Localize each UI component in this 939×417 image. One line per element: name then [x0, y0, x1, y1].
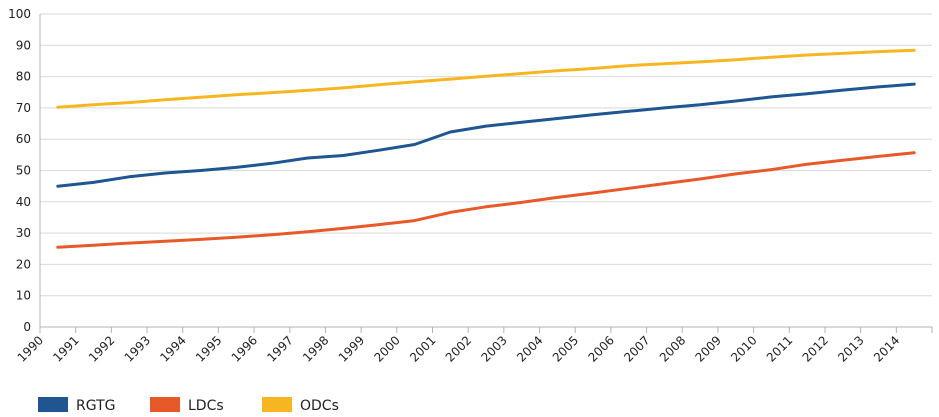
legend-label-odcs: ODCs	[300, 398, 339, 414]
x-tick-label: 2001	[407, 333, 438, 364]
x-tick-label: 2000	[371, 333, 402, 364]
x-tick-label: 2004	[514, 333, 545, 364]
series-line-ldcs	[56, 151, 916, 249]
legend-swatch-odcs	[262, 397, 292, 412]
y-tick-label: 90	[16, 38, 31, 52]
x-tick-label: 2002	[443, 333, 474, 364]
x-tick-label: 2007	[621, 333, 652, 364]
y-tick-label: 70	[16, 101, 31, 115]
legend-label-rgtg: RGTG	[76, 398, 115, 414]
x-tick-label: 2014	[871, 333, 902, 364]
series-lines	[56, 48, 916, 249]
x-tick-label: 1991	[50, 333, 81, 364]
x-tick-label: 1999	[336, 333, 367, 364]
y-tick-label: 50	[16, 164, 31, 178]
y-tick-label: 80	[16, 70, 31, 84]
x-tick-label: 1995	[193, 333, 224, 364]
x-tick-label: 1993	[122, 333, 153, 364]
legend-swatch-rgtg	[38, 397, 68, 412]
y-tick-label: 30	[16, 226, 31, 240]
x-tick-label: 1996	[229, 333, 260, 364]
x-tick-label: 2011	[764, 333, 795, 364]
legend-label-ldcs: LDCs	[188, 398, 224, 414]
series-line-odcs	[56, 48, 916, 109]
x-tick-label: 2013	[835, 333, 866, 364]
y-tick-label: 20	[16, 257, 31, 271]
x-tick-label: 2009	[693, 333, 724, 364]
x-tick-label: 2008	[657, 333, 688, 364]
y-tick-labels: 0 10 20 30 40 50 60 70 80 90 100	[8, 7, 31, 334]
y-tick-label: 100	[8, 7, 31, 21]
x-tick-label: 1994	[157, 333, 188, 364]
x-tick-label: 2006	[586, 333, 617, 364]
x-tick-labels: 1990 1991 1992 1993 1994 1995 1996 1997 1998 1999…	[15, 333, 903, 364]
legend: RGTG LDCs ODCs	[38, 397, 339, 414]
x-tick-label: 2003	[478, 333, 509, 364]
y-tick-label: 60	[16, 132, 31, 146]
grid-lines	[40, 13, 932, 297]
series-line-rgtg	[56, 82, 916, 188]
x-tick-label: 1998	[300, 333, 331, 364]
x-tick-label: 2010	[728, 333, 759, 364]
y-tick-label: 10	[16, 289, 31, 303]
y-tick-label: 40	[16, 195, 31, 209]
x-tick-label: 2005	[550, 333, 581, 364]
axes	[39, 14, 933, 333]
x-tick-label: 1990	[15, 333, 46, 364]
x-tick-label: 2012	[800, 333, 831, 364]
legend-swatch-ldcs	[150, 397, 180, 412]
x-tick-label: 1997	[264, 333, 295, 364]
x-tick-label: 1992	[86, 333, 117, 364]
y-tick-label: 0	[23, 320, 31, 334]
